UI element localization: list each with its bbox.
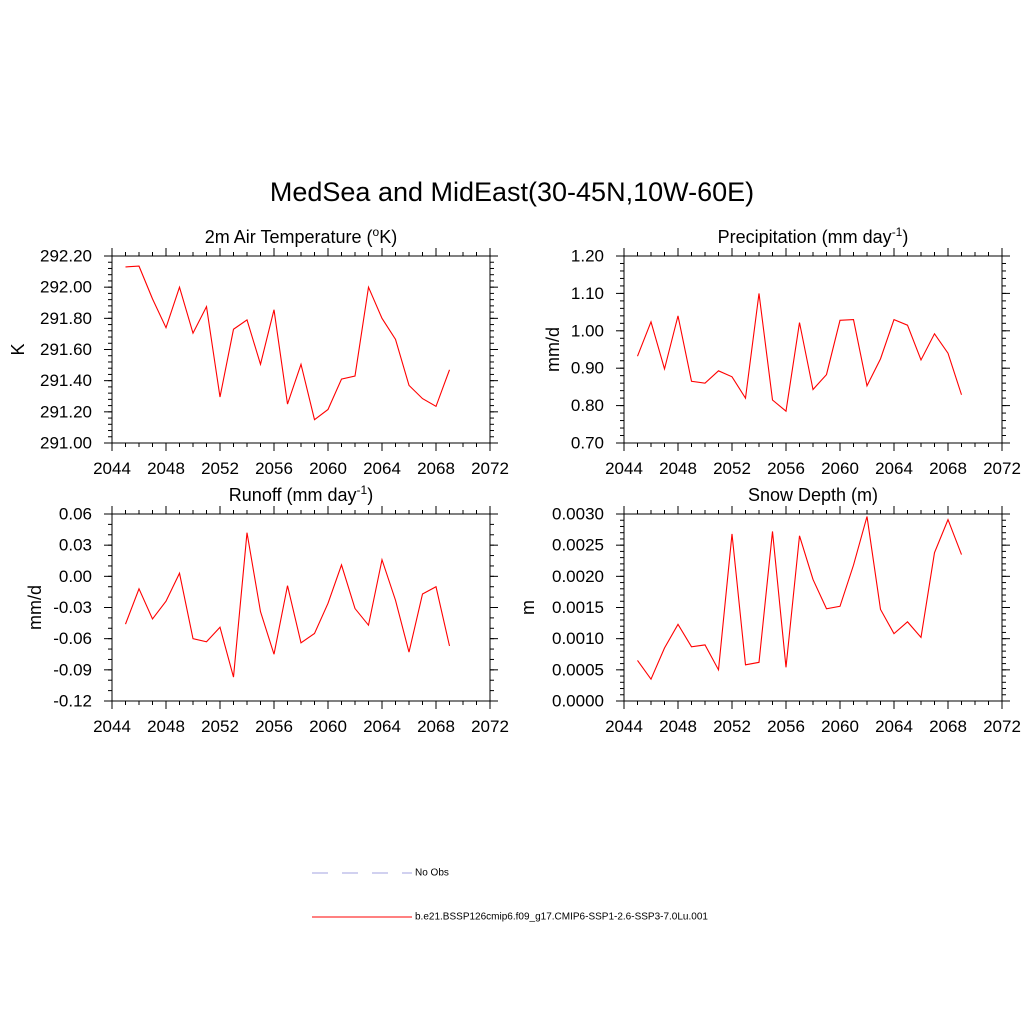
panel-title-text: Runoff (mm day <box>229 485 357 505</box>
x-tick-label: 2064 <box>363 459 401 478</box>
x-tick-label: 2052 <box>713 459 751 478</box>
y-tick-label: -0.09 <box>53 660 92 679</box>
panel-title-text: Snow Depth (m) <box>748 485 878 505</box>
y-tick-label: 0.06 <box>59 505 92 524</box>
y-tick-label: 0.80 <box>571 396 604 415</box>
y-tick-label: 0.70 <box>571 434 604 453</box>
x-tick-label: 2052 <box>713 717 751 736</box>
x-tick-label: 2060 <box>821 717 859 736</box>
x-tick-label: 2044 <box>605 717 643 736</box>
x-tick-label: 2068 <box>417 459 455 478</box>
panel-title-superscript: -1 <box>892 225 903 239</box>
x-tick-label: 2044 <box>605 459 643 478</box>
x-tick-label: 2064 <box>363 717 401 736</box>
panel-title: Runoff (mm day-1) <box>229 483 373 505</box>
x-tick-label: 2072 <box>983 459 1021 478</box>
x-tick-label: 2060 <box>309 459 347 478</box>
legend-label: b.e21.BSSP126cmip6.f09_g17.CMIP6-SSP1-2.… <box>415 912 708 923</box>
x-tick-label: 2048 <box>659 717 697 736</box>
y-tick-label: 0.0005 <box>552 660 604 679</box>
y-tick-label: 0.00 <box>59 567 92 586</box>
plot-frame <box>111 255 491 444</box>
legend: No Obs b.e21.BSSP126cmip6.f09_g17.CMIP6-S… <box>312 868 708 923</box>
x-tick-label: 2056 <box>767 717 805 736</box>
chart-panel-4: Snow Depth (m) m 2044 2048 2052 2056 2060 2064 2… <box>518 485 1021 736</box>
y-tick-label: 291.60 <box>40 340 92 359</box>
y-tick-label: 291.20 <box>40 402 92 421</box>
panel-title: Precipitation (mm day-1) <box>718 225 909 247</box>
panel-title: 2m Air Temperature (oK) <box>205 225 397 247</box>
x-tick-label: 2068 <box>417 717 455 736</box>
plot-frame <box>111 513 491 702</box>
panel-title-suffix: K) <box>379 227 397 247</box>
figure-title: MedSea and MidEast(30-45N,10W-60E) <box>270 177 754 207</box>
y-tick-label: 1.10 <box>571 284 604 303</box>
panel-title-text: Precipitation (mm day <box>718 227 892 247</box>
panel-title-superscript: -1 <box>357 483 368 497</box>
x-tick-label: 2048 <box>147 717 185 736</box>
panel-title-superscript: o <box>373 225 380 239</box>
chart-panel-1: 2m Air Temperature (oK) K 2044 2048 2052 2056… <box>8 225 509 478</box>
y-axis-label: mm/d <box>25 585 45 630</box>
y-tick-label: 0.03 <box>59 536 92 555</box>
y-tick-label: 0.0000 <box>552 692 604 711</box>
y-tick-label: 0.0020 <box>552 567 604 586</box>
x-tick-label: 2056 <box>255 459 293 478</box>
x-tick-label: 2072 <box>471 459 509 478</box>
y-tick-label: 291.80 <box>40 309 92 328</box>
x-tick-label: 2072 <box>983 717 1021 736</box>
panel-title: Snow Depth (m) <box>748 485 878 505</box>
x-tick-label: 2072 <box>471 717 509 736</box>
y-axis-label: m <box>518 600 538 615</box>
legend-label: No Obs <box>415 868 449 879</box>
panel-title-suffix: ) <box>902 227 908 247</box>
y-axis-label: K <box>8 343 28 355</box>
x-tick-label: 2044 <box>93 459 131 478</box>
chart-panel-3: Runoff (mm day-1) mm/d 2044 2048 2052 2056 206… <box>25 483 509 736</box>
series-line <box>636 293 963 413</box>
y-tick-label: 0.0030 <box>552 505 604 524</box>
x-tick-label: 2056 <box>255 717 293 736</box>
plot-frame <box>623 513 1003 702</box>
x-tick-label: 2064 <box>875 717 913 736</box>
y-tick-label: 1.00 <box>571 321 604 340</box>
y-tick-label: -0.12 <box>53 692 92 711</box>
y-tick-label: 0.0025 <box>552 536 604 555</box>
y-tick-label: 291.40 <box>40 371 92 390</box>
x-tick-label: 2048 <box>659 459 697 478</box>
x-tick-label: 2064 <box>875 459 913 478</box>
x-tick-label: 2056 <box>767 459 805 478</box>
y-tick-label: -0.03 <box>53 598 92 617</box>
chart-panel-2: Precipitation (mm day-1) mm/d 2044 2048 2052… <box>543 225 1021 478</box>
panel-title-suffix: ) <box>367 485 373 505</box>
y-tick-label: 0.90 <box>571 359 604 378</box>
y-axis-label: mm/d <box>543 327 563 372</box>
series-line <box>124 532 451 678</box>
series-line <box>637 516 963 681</box>
x-tick-label: 2068 <box>929 459 967 478</box>
y-tick-label: 0.0015 <box>552 598 604 617</box>
y-tick-label: 291.00 <box>40 434 92 453</box>
x-tick-label: 2044 <box>93 717 131 736</box>
x-tick-label: 2052 <box>201 717 239 736</box>
series-line <box>125 265 451 421</box>
x-tick-label: 2068 <box>929 717 967 736</box>
y-tick-label: -0.06 <box>53 629 92 648</box>
x-tick-label: 2060 <box>821 459 859 478</box>
x-tick-label: 2060 <box>309 717 347 736</box>
y-tick-label: 292.20 <box>40 247 92 266</box>
panel-title-text: 2m Air Temperature ( <box>205 227 373 247</box>
y-tick-label: 292.00 <box>40 278 92 297</box>
x-tick-label: 2048 <box>147 459 185 478</box>
y-tick-label: 0.0010 <box>552 629 604 648</box>
y-tick-label: 1.20 <box>571 247 604 266</box>
x-tick-label: 2052 <box>201 459 239 478</box>
chart-panels: 2m Air Temperature (oK) K 2044 2048 2052 2056… <box>8 225 1021 736</box>
plot-frame <box>623 255 1003 444</box>
